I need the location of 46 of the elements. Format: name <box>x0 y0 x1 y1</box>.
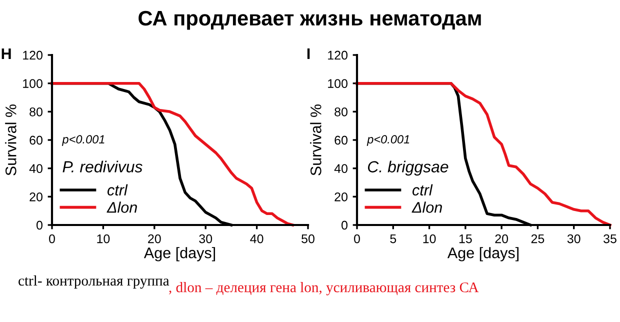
x-tick-label: 10 <box>423 234 436 244</box>
y-axis-title: Survival % <box>310 104 322 176</box>
y-tick-label: 120 <box>328 50 348 60</box>
y-tick-label: 80 <box>334 107 348 116</box>
x-axis-title: Age [days] <box>447 247 519 262</box>
y-tick-label: 0 <box>36 220 42 230</box>
annotation: p<0.001 <box>62 135 104 146</box>
legend-label: Δlon <box>106 202 137 213</box>
x-tick-label: 20 <box>148 234 161 244</box>
y-tick-label: 120 <box>23 50 42 60</box>
y-tick-label: 80 <box>30 107 42 116</box>
y-tick-label: 40 <box>29 164 42 173</box>
x-tick-label: 50 <box>302 234 314 244</box>
y-tick-label: 0 <box>342 220 348 230</box>
text: , dlon – делеция гена lon, усиливающая синтез СА <box>169 282 479 296</box>
y-tick-label: 60 <box>30 136 42 145</box>
x-tick-label: 35 <box>604 234 616 244</box>
y-tick-label: 40 <box>334 164 348 173</box>
y-tick-label: 60 <box>334 136 348 145</box>
annotation: I <box>307 48 310 59</box>
line-series <box>50 82 294 226</box>
x-tick-label: 0 <box>49 234 55 244</box>
y-axis-title: Survival % <box>5 104 16 176</box>
annotation: p<0.001 <box>366 135 410 146</box>
x-tick-label: 40 <box>250 234 264 244</box>
x-tick-label: 10 <box>97 234 110 244</box>
y-tick-label: 20 <box>30 192 42 202</box>
y-tick-label: 100 <box>328 79 348 88</box>
chart-title: СА продлевает жизнь нематодам <box>138 10 481 30</box>
annotation: P. redivivus <box>62 160 142 172</box>
x-tick-label: 15 <box>459 234 472 244</box>
text: H <box>2 48 11 59</box>
annotation: C. briggsae <box>368 160 448 176</box>
legend-label: ctrl <box>412 184 433 196</box>
x-tick-label: 0 <box>354 234 360 244</box>
x-tick-label: 5 <box>390 234 396 244</box>
x-tick-label: 30 <box>199 234 212 244</box>
legend-label: ctrl <box>108 184 128 196</box>
x-axis-title: Age [days] <box>144 247 216 262</box>
y-tick-label: 20 <box>334 192 348 202</box>
x-tick-label: 20 <box>495 234 508 244</box>
x-tick-label: 25 <box>531 234 544 244</box>
text: ctrl- контрольная группа <box>18 275 170 289</box>
x-tick-label: 30 <box>567 234 580 244</box>
legend-label: Δlon <box>412 202 442 213</box>
y-tick-label: 100 <box>23 79 42 88</box>
